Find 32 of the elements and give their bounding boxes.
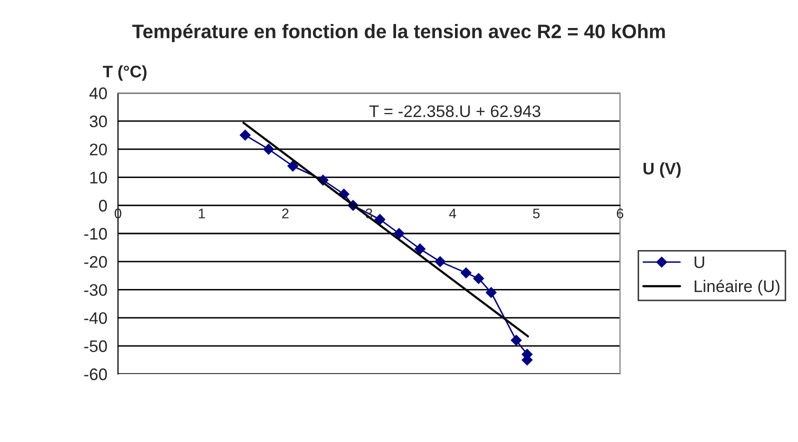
y-tick-label: -30 xyxy=(84,284,107,296)
y-tick-label: 20 xyxy=(90,144,107,156)
chart-title: Température en fonction de la tension avec R2 = 40 kOhm xyxy=(132,24,665,42)
point xyxy=(460,267,472,278)
point xyxy=(434,256,446,268)
x-tick-label: 4 xyxy=(449,208,456,218)
point xyxy=(414,244,426,254)
point xyxy=(486,287,497,298)
y-tick-label: 40 xyxy=(89,87,107,100)
point xyxy=(510,334,522,346)
y-tick-label: -20 xyxy=(84,256,107,268)
point xyxy=(240,130,251,141)
point xyxy=(263,144,274,155)
y-axis-title: T (°C) xyxy=(102,65,146,81)
y-tick-label: -40 xyxy=(84,312,107,324)
x-tick-label: 3 xyxy=(366,208,372,218)
point xyxy=(374,214,386,225)
y-tick-label: -50 xyxy=(84,340,107,352)
legend-label: U xyxy=(694,256,704,268)
annotation: T = -22.358.U + 62.943 xyxy=(369,105,540,118)
x-axis-title: U (V) xyxy=(644,162,681,178)
legend-label: Linéaire (U) xyxy=(694,280,780,296)
y-tick-label: 10 xyxy=(90,172,107,184)
y-tick-label: 30 xyxy=(90,116,107,128)
point xyxy=(473,273,484,284)
x-tick-label: 5 xyxy=(533,208,540,218)
point xyxy=(394,228,405,239)
x-tick-label: 1 xyxy=(198,208,205,218)
x-tick-label: 2 xyxy=(282,208,288,218)
point xyxy=(287,160,298,172)
y-tick-label: -60 xyxy=(84,368,107,380)
y-tick-label: -10 xyxy=(84,228,107,240)
